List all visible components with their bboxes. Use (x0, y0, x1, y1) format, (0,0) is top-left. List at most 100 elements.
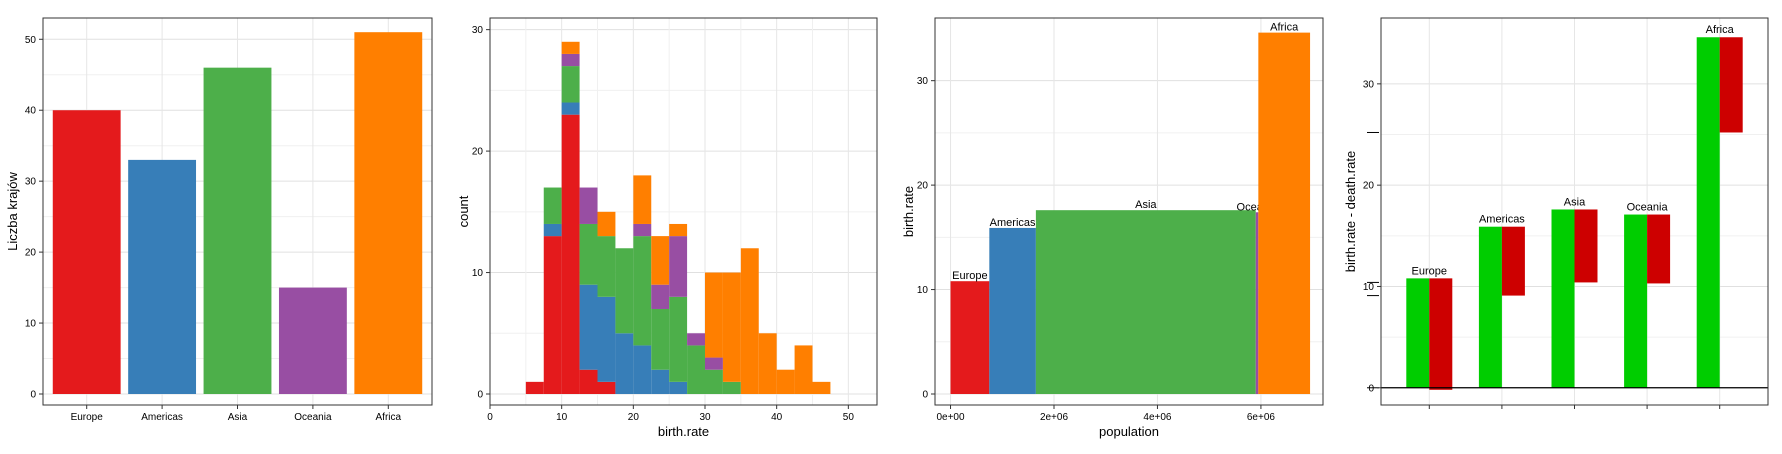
hist-segment-asia (615, 248, 634, 334)
x-tick-label: 20 (628, 412, 640, 423)
y-tick-label: 30 (25, 177, 37, 188)
hist-segment-africa (722, 272, 741, 382)
y-tick-label: 50 (25, 35, 37, 46)
hist-segment-asia (597, 236, 616, 297)
bar-oceania (278, 287, 347, 394)
hist-segment-oceania (561, 53, 580, 67)
hist-segment-asia (651, 308, 670, 370)
x-tick-label: 10 (556, 412, 568, 423)
hist-segment-africa (705, 272, 723, 358)
bar-label-europe: Europe (952, 270, 987, 282)
bar-label-europe: Europe (1412, 265, 1447, 277)
hist-segment-oceania (579, 187, 598, 224)
y-tick-label: 40 (25, 106, 37, 117)
y-tick-label: 20 (917, 181, 929, 192)
hist-segment-oceania (705, 357, 723, 370)
y-tick-label: 10 (25, 319, 37, 330)
hist-segment-asia (579, 223, 598, 285)
hist-segment-asia (561, 66, 580, 103)
hist-segment-africa (561, 41, 580, 54)
x-tick-label: Oceania (294, 412, 332, 423)
x-axis-title-2: population (1099, 424, 1159, 439)
red-bar-africa (1719, 37, 1743, 133)
y-tick-label: 30 (917, 76, 929, 87)
x-tick-label: 0 (487, 412, 493, 423)
panel-frame-1 (489, 17, 878, 406)
x-tick-label: Americas (141, 412, 183, 423)
y-tick-label: 20 (1363, 181, 1375, 192)
green-bar-europe (1406, 278, 1430, 388)
hist-segment-africa (597, 211, 616, 237)
green-bar-oceania (1624, 214, 1648, 388)
hist-segment-asia (543, 187, 562, 224)
hist-segment-africa (651, 236, 670, 285)
x-tick-label: Europe (71, 412, 104, 423)
hist-segment-americas (597, 296, 616, 382)
x-tick-label: 2e+06 (1040, 412, 1069, 423)
red-bar-americas (1501, 226, 1525, 296)
hist-segment-africa (669, 223, 688, 237)
bar-label-africa: Africa (1270, 22, 1299, 34)
hist-segment-africa (812, 381, 831, 394)
hist-segment-asia (633, 236, 652, 346)
x-tick-label: 6e+06 (1247, 412, 1276, 423)
hist-segment-americas (633, 345, 652, 394)
hist-segment-americas (651, 369, 670, 394)
green-bar-africa (1696, 37, 1720, 388)
hist-segment-asia (669, 296, 688, 382)
hist-segment-asia (705, 369, 723, 394)
bar-americas (989, 227, 1036, 394)
x-tick-label: Africa (376, 412, 402, 423)
green-bar-americas (1478, 226, 1502, 388)
bar-americas (128, 159, 197, 394)
bar-oceania (1255, 212, 1259, 394)
hist-segment-africa (794, 345, 813, 394)
y-axis-title-1: count (456, 195, 471, 227)
bar-label-asia: Asia (1564, 196, 1586, 208)
y-tick-label: 20 (25, 248, 37, 259)
hist-segment-americas (615, 333, 634, 394)
bar-label-oceania: Oceania (1627, 202, 1669, 214)
bar-label-americas: Americas (1479, 214, 1525, 226)
hist-segment-europe (525, 381, 544, 394)
hist-segment-americas (579, 284, 598, 370)
red-bar-oceania (1647, 214, 1671, 284)
panel-frame-2 (934, 17, 1324, 406)
red-bar-europe (1429, 278, 1453, 390)
x-tick-label: 40 (771, 412, 783, 423)
y-tick-label: 0 (30, 390, 36, 401)
y-axis-title-3: birth.rate - death.rate (1343, 151, 1358, 272)
bar-africa (354, 32, 423, 394)
y-axis-title-2: birth.rate (901, 186, 916, 237)
y-axis-title-0: Liczba krajów (5, 172, 20, 251)
bar-label-asia: Asia (1135, 199, 1157, 211)
hist-segment-europe (579, 369, 598, 394)
x-tick-label: 0e+00 (936, 412, 965, 423)
hist-segment-americas (669, 381, 688, 394)
bar-europe (950, 281, 990, 394)
hist-segment-africa (633, 175, 652, 224)
x-tick-label: 30 (699, 412, 711, 423)
y-tick-label: 10 (472, 268, 484, 279)
y-tick-label: 30 (472, 25, 484, 36)
green-bar-asia (1551, 209, 1575, 388)
bar-label-africa: Africa (1706, 24, 1735, 36)
hist-segment-africa (776, 369, 795, 394)
hist-segment-africa (758, 333, 777, 394)
hist-segment-africa (740, 248, 759, 394)
hist-segment-oceania (687, 333, 705, 346)
x-tick-label: 4e+06 (1143, 412, 1172, 423)
hist-segment-europe (561, 114, 580, 394)
x-axis-title-1: birth.rate (658, 424, 709, 439)
bar-europe (52, 110, 121, 395)
bar-asia (203, 67, 272, 395)
hist-segment-americas (543, 223, 562, 237)
hist-segment-americas (561, 102, 580, 115)
hist-segment-asia (722, 381, 741, 394)
y-tick-label: 10 (1363, 282, 1375, 293)
hist-segment-oceania (633, 223, 652, 237)
y-tick-label: 0 (1368, 383, 1374, 394)
bar-asia (1035, 210, 1256, 394)
